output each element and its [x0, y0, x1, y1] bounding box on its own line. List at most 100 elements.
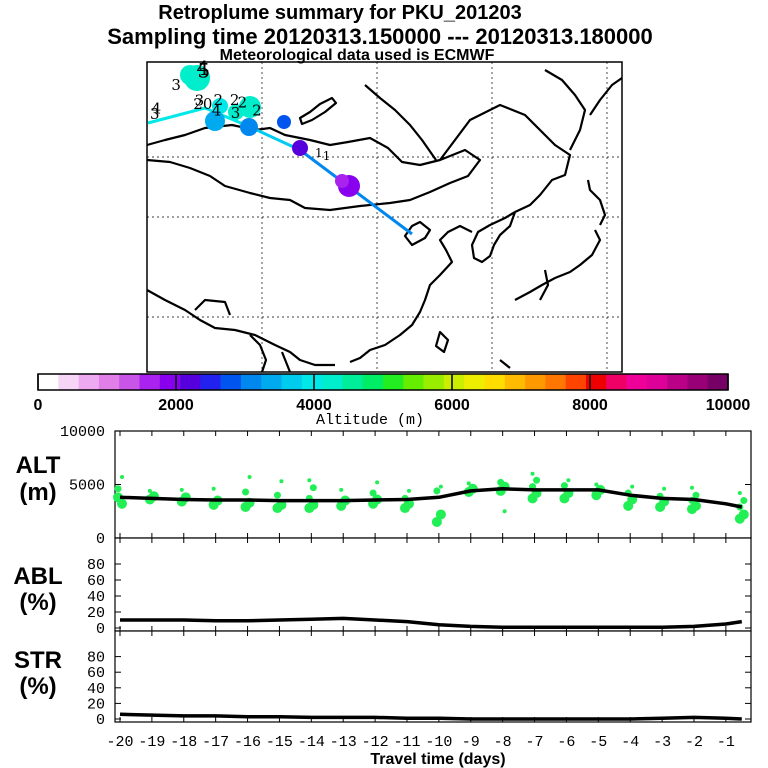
colorbar-cell [383, 374, 404, 390]
alt-cluster-point [530, 471, 535, 476]
colorbar-cell [707, 374, 729, 390]
y-tick-label: 60 [87, 573, 105, 590]
met-data-note: Meteorological data used is ECMWF [220, 47, 495, 64]
alt-cluster-point [375, 480, 380, 485]
x-tick-label: -19 [138, 734, 165, 751]
alt-cluster-point [689, 485, 694, 490]
alt-cluster-point [466, 481, 471, 486]
colorbar-cell [98, 374, 120, 390]
colorbar-cell [362, 374, 384, 390]
colorbar-tick-label: 4000 [296, 397, 332, 414]
colorbar-cell [545, 374, 566, 390]
y-tick-label: 0 [96, 621, 105, 638]
y-tick-label: 0 [96, 712, 105, 729]
alt-cluster-point [560, 482, 568, 490]
figure-subtitle: Sampling time 20120313.150000 --- 201203… [107, 24, 653, 49]
colorbar-cell [58, 374, 79, 390]
y-tick-label: 40 [87, 589, 105, 606]
x-tick-label: -4 [621, 734, 639, 751]
colorbar-cell [159, 374, 181, 390]
colorbar-cell [139, 374, 161, 390]
y-tick-label: 80 [87, 650, 105, 667]
colorbar-cell [606, 374, 627, 390]
x-tick-label: -9 [462, 734, 480, 751]
colorbar-cell [423, 374, 445, 390]
x-tick-label: -12 [362, 734, 389, 751]
alt-cluster-point [438, 484, 443, 489]
alt-cluster-point [117, 498, 127, 509]
x-tick-label: -15 [266, 734, 293, 751]
colorbar-cell [687, 374, 709, 390]
str-panel-label-2: (%) [19, 673, 56, 700]
colorbar-cell [342, 374, 364, 390]
str-panel-label-1: STR [14, 647, 62, 674]
map-coastlines [146, 69, 623, 373]
alt-cluster-point [594, 482, 599, 487]
x-tick-label: -6 [557, 734, 575, 751]
alt-cluster-point [179, 487, 184, 492]
alt-cluster-point [114, 485, 122, 493]
alt-panel-label-2: (m) [19, 479, 56, 506]
colorbar-cell [38, 374, 59, 390]
alt-cluster-point [120, 475, 124, 480]
colorbar-cell [565, 374, 587, 390]
x-tick-label: -10 [425, 734, 452, 751]
colorbar-tick-label: 0 [34, 397, 43, 414]
colorbar-cell [240, 374, 262, 390]
alt-cluster-point [369, 489, 377, 497]
plume-age-label: 4 [152, 100, 162, 118]
x-tick-label: -16 [234, 734, 261, 751]
abl-panel-label-1: ABL [13, 563, 62, 590]
y-tick-label: 80 [87, 557, 105, 574]
x-axis-label: Travel time (days) [370, 751, 505, 768]
alt-cluster-point [692, 491, 700, 499]
colorbar-tick-label: 6000 [434, 397, 470, 414]
plume-age-label: 4 [196, 56, 209, 80]
alt-cluster-point [738, 509, 749, 520]
alt-cluster-point [737, 491, 742, 496]
plume-age-label: 2 [230, 91, 240, 109]
colorbar-cell [585, 374, 607, 390]
x-tick-label: -7 [526, 734, 544, 751]
x-tick-label: -18 [170, 734, 197, 751]
x-tick-label: -8 [494, 734, 512, 751]
colorbar-tick-label: 10000 [706, 397, 751, 414]
colorbar-cell [180, 374, 201, 390]
alt-cluster-point [433, 487, 441, 495]
x-tick-label: -13 [330, 734, 357, 751]
colorbar-label: Altitude (m) [316, 412, 424, 429]
colorbar-cell [667, 374, 688, 390]
x-tick-label: -2 [685, 734, 703, 751]
x-tick-label: -3 [653, 734, 671, 751]
y-tick-label: 40 [87, 681, 105, 698]
plume-age-label: 2 [252, 101, 262, 119]
alt-cluster-point [662, 486, 667, 491]
y-tick-label: 5000 [69, 478, 105, 495]
x-tick-label: -11 [393, 734, 420, 751]
plume-age-label: 3 [195, 92, 205, 110]
alt-cluster-point [247, 475, 252, 480]
x-tick-label: -20 [106, 734, 133, 751]
colorbar-cell [78, 374, 100, 390]
alt-cluster-point [273, 491, 281, 499]
alt-cluster-point [435, 509, 446, 520]
colorbar-cell [220, 374, 242, 390]
x-tick-label: -5 [589, 734, 607, 751]
plume-age-label: 5 [197, 59, 210, 83]
colorbar-cell [646, 374, 668, 390]
alt-cluster-point [502, 509, 507, 514]
figure-title: Retroplume summary for PKU_201203 [158, 2, 521, 24]
colorbar-cell [443, 374, 465, 390]
plume-age-label: 3 [171, 76, 181, 94]
x-tick-label: -17 [202, 734, 229, 751]
alt-cluster-point [307, 478, 312, 483]
plume-age-label: 3 [150, 105, 160, 123]
y-tick-label: 60 [87, 665, 105, 682]
colorbar-cell [525, 374, 546, 390]
alt-cluster-point [630, 484, 635, 489]
altitude-colorbar: 0 2000 4000 6000 8000 10000 Altitude (m) [34, 373, 751, 429]
colorbar-cell [403, 374, 424, 390]
alt-cluster-point [740, 497, 748, 505]
alt-panel-label-1: ALT [16, 452, 61, 479]
